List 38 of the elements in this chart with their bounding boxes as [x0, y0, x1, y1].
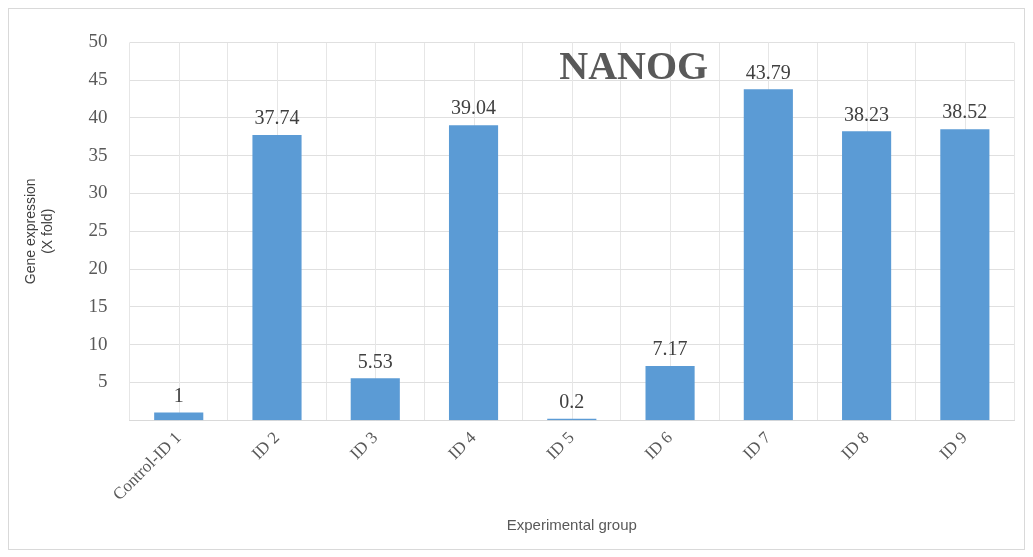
y-tick-label: 5 — [98, 370, 108, 392]
x-tick-label: ID 6 — [640, 427, 677, 464]
x-tick-label: ID 9 — [935, 427, 971, 464]
chart-title: NANOG — [559, 42, 709, 88]
data-label: 0.2 — [559, 389, 585, 412]
data-label: 38.52 — [942, 100, 988, 123]
bar — [842, 131, 892, 421]
bar — [448, 125, 499, 421]
bar — [645, 365, 695, 421]
y-tick-label: 45 — [88, 68, 108, 90]
data-label: 7.17 — [652, 337, 688, 360]
y-tick-label: 40 — [88, 105, 108, 127]
y-tick-label: 35 — [88, 143, 108, 165]
bar — [940, 129, 990, 421]
data-label: 39.04 — [451, 96, 497, 119]
x-tick-label: ID 2 — [247, 427, 283, 464]
data-label: 38.23 — [844, 102, 890, 125]
bar — [743, 89, 793, 421]
data-label: 5.53 — [357, 349, 393, 372]
x-tick-label: ID 3 — [346, 427, 382, 464]
x-axis-title: Experimental group — [506, 516, 637, 534]
y-tick-label: 10 — [88, 332, 108, 354]
x-tick-label: ID 8 — [837, 427, 873, 464]
data-label: 1 — [173, 383, 184, 406]
bar — [350, 378, 400, 421]
bar — [252, 135, 302, 421]
y-tick-label: 50 — [88, 30, 108, 52]
y-tick-label: 30 — [88, 181, 108, 203]
y-tick-label: 15 — [88, 294, 108, 316]
x-tick-label: ID 7 — [739, 427, 775, 464]
data-label: 43.79 — [745, 60, 791, 83]
x-tick-label: ID 4 — [444, 427, 480, 464]
data-label: 37.74 — [254, 106, 300, 129]
x-tick-label: ID 5 — [542, 427, 578, 464]
y-tick-label: 20 — [88, 257, 108, 279]
y-tick-label: 25 — [88, 219, 108, 241]
y-axis-title: Gene expression (X fold) — [22, 178, 56, 285]
bar — [154, 412, 204, 421]
